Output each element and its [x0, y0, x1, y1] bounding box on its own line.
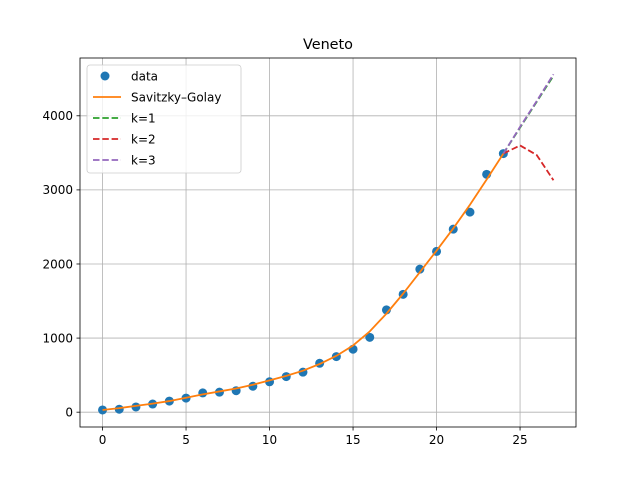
- chart-title: Veneto: [303, 37, 353, 53]
- series-line-k-2: [502, 144, 555, 181]
- series-line-k-3: [502, 73, 555, 155]
- legend-label: data: [131, 69, 158, 83]
- x-tick-label: 15: [345, 433, 360, 447]
- legend-label: k=2: [131, 132, 156, 146]
- x-tick-label: 20: [429, 433, 444, 447]
- x-tick-label: 0: [99, 433, 107, 447]
- data-point: [98, 405, 108, 415]
- y-tick-label: 3000: [42, 183, 73, 197]
- data-point: [415, 264, 425, 274]
- axis-ticks: 0 5 10 15 20 25 0 1000 2000 3000 4000: [42, 109, 527, 447]
- y-tick-label: 1000: [42, 331, 73, 345]
- legend-box: [86, 64, 242, 174]
- data-point: [465, 207, 475, 217]
- plot-series: [98, 73, 555, 415]
- legend-label: Savitzky–Golay: [131, 90, 221, 104]
- plot-frame: [79, 57, 577, 428]
- x-tick-label: 25: [512, 433, 527, 447]
- y-tick-label: 4000: [42, 109, 73, 123]
- x-tick-label: 10: [262, 433, 277, 447]
- series-line-savitzky-golay: [102, 153, 505, 411]
- x-tick-label: 5: [182, 433, 190, 447]
- legend: data Savitzky–Golay k=1 k=2 k=3: [86, 64, 242, 174]
- legend-marker: [100, 71, 110, 81]
- data-point: [198, 388, 208, 398]
- y-tick-label: 2000: [42, 257, 73, 271]
- data-point: [365, 332, 375, 342]
- legend-label: k=1: [131, 111, 156, 125]
- y-tick-label: 0: [65, 405, 73, 419]
- grid: [80, 58, 576, 427]
- legend-label: k=3: [131, 153, 156, 167]
